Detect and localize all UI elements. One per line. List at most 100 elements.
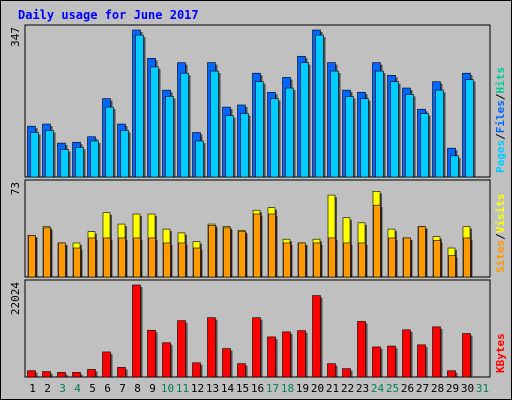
y-max-label: 347 <box>9 27 22 47</box>
x-tick-label: 8 <box>134 382 141 395</box>
bar-sites <box>313 242 321 278</box>
x-tick-label: 3 <box>59 382 66 395</box>
bar-pages <box>345 96 354 178</box>
chart-title: Daily usage for June 2017 <box>18 8 199 22</box>
bar-sites <box>73 247 81 278</box>
bar-sites <box>148 237 156 278</box>
x-tick-label: 14 <box>221 382 235 395</box>
bar-pages <box>135 34 144 178</box>
bar-sites <box>43 227 51 278</box>
bar-kbytes <box>72 372 81 378</box>
bar-kbytes <box>207 317 216 378</box>
bar-pages <box>405 94 414 178</box>
bar-kbytes <box>372 346 381 378</box>
x-tick-label: 7 <box>119 382 126 395</box>
bar-pages <box>195 140 204 178</box>
y-max-label: 22024 <box>9 282 22 315</box>
bar-pages <box>120 130 129 178</box>
bar-pages <box>45 130 54 178</box>
bar-pages <box>420 113 429 178</box>
bar-pages <box>315 34 324 178</box>
bar-pages <box>360 98 369 178</box>
bar-sites <box>88 237 96 278</box>
bar-pages <box>240 113 249 178</box>
bar-kbytes <box>312 295 321 378</box>
y-legend-separator: / <box>494 133 507 140</box>
x-tick-label: 11 <box>176 382 189 395</box>
y-legend-separator: / <box>494 93 507 100</box>
bar-kbytes <box>177 320 186 378</box>
x-tick-label: 30 <box>461 382 474 395</box>
bar-kbytes <box>297 330 306 378</box>
bar-pages <box>285 87 294 178</box>
bar-sites <box>58 242 66 278</box>
bar-sites <box>208 225 216 278</box>
bar-kbytes <box>267 336 276 378</box>
bar-pages <box>450 155 459 178</box>
bar-kbytes <box>432 326 441 378</box>
bar-pages <box>465 79 474 178</box>
bar-sites <box>268 213 276 278</box>
x-tick-label: 22 <box>341 382 354 395</box>
bar-kbytes <box>342 368 351 378</box>
bar-pages <box>210 70 219 178</box>
bar-sites <box>193 247 201 278</box>
bar-pages <box>30 132 39 178</box>
bar-pages <box>225 115 234 178</box>
bar-pages <box>435 89 444 178</box>
x-tick-label: 5 <box>89 382 96 395</box>
bar-kbytes <box>402 329 411 378</box>
y-legend-pages: Pages <box>494 140 507 173</box>
y-legend-label: Sites/Visits <box>494 194 507 274</box>
x-tick-label: 21 <box>326 382 339 395</box>
bar-kbytes <box>192 362 201 378</box>
bar-kbytes <box>447 370 456 378</box>
bar-sites <box>283 242 291 278</box>
x-tick-label: 19 <box>296 382 309 395</box>
bar-sites <box>418 226 426 278</box>
bar-sites <box>223 227 231 278</box>
x-tick-label: 25 <box>386 382 399 395</box>
bar-pages <box>165 96 174 178</box>
bar-kbytes <box>462 333 471 378</box>
bar-pages <box>270 98 279 178</box>
x-tick-label: 20 <box>311 382 324 395</box>
bar-sites <box>328 237 336 278</box>
bar-sites <box>133 237 141 278</box>
bar-sites <box>103 237 111 278</box>
bar-kbytes <box>147 329 156 378</box>
x-tick-label: 18 <box>281 382 294 395</box>
bar-kbytes <box>282 331 291 378</box>
bar-kbytes <box>417 344 426 378</box>
bar-kbytes <box>57 372 66 378</box>
x-tick-label: 16 <box>251 382 264 395</box>
bar-sites <box>253 213 261 278</box>
x-tick-label: 12 <box>191 382 204 395</box>
bar-pages <box>180 72 189 178</box>
y-legend-hits: Hits <box>494 67 507 94</box>
bar-pages <box>90 140 99 178</box>
bar-kbytes <box>87 369 96 378</box>
bar-sites <box>403 237 411 278</box>
y-legend-sites: Sites <box>494 240 507 273</box>
y-legend-kbytes: KBytes <box>494 333 507 373</box>
bar-pages <box>105 106 114 178</box>
x-tick-label: 15 <box>236 382 249 395</box>
x-tick-label: 31 <box>476 382 489 395</box>
bar-sites <box>238 231 246 278</box>
x-tick-label: 24 <box>371 382 385 395</box>
x-tick-label: 10 <box>161 382 174 395</box>
x-tick-label: 9 <box>149 382 156 395</box>
bar-kbytes <box>222 348 231 378</box>
x-tick-label: 4 <box>74 382 81 395</box>
y-max-label: 73 <box>9 182 22 195</box>
bar-pages <box>75 147 84 178</box>
x-tick-label: 29 <box>446 382 459 395</box>
x-tick-label: 2 <box>44 382 51 395</box>
bar-sites <box>178 242 186 278</box>
x-tick-label: 17 <box>266 382 279 395</box>
kbytes-panel: 22024 KBytes <box>9 279 507 378</box>
x-tick-label: 28 <box>431 382 444 395</box>
